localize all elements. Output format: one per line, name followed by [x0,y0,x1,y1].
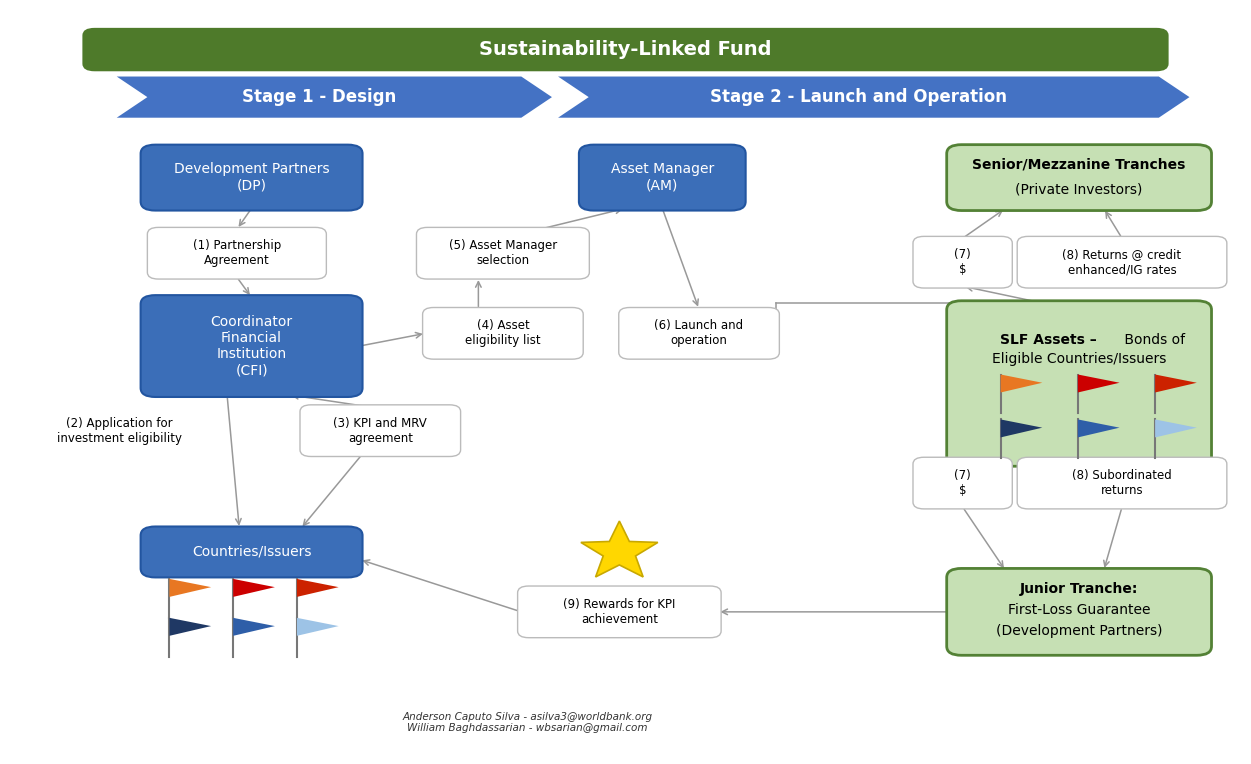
Polygon shape [580,521,658,577]
FancyBboxPatch shape [140,144,363,211]
Text: (1) Partnership
Agreement: (1) Partnership Agreement [193,239,281,267]
FancyBboxPatch shape [518,586,721,638]
Text: Junior Tranche:: Junior Tranche: [1020,582,1138,597]
Text: Stage 1 - Design: Stage 1 - Design [241,88,397,106]
FancyBboxPatch shape [140,526,363,578]
FancyBboxPatch shape [1017,236,1227,288]
Polygon shape [1155,374,1197,393]
Text: Countries/Issuers: Countries/Issuers [191,545,311,559]
Text: Sustainability-Linked Fund: Sustainability-Linked Fund [479,40,772,59]
Text: (4) Asset
eligibility list: (4) Asset eligibility list [465,319,540,348]
Polygon shape [1155,419,1197,438]
Text: (7)
$: (7) $ [955,248,971,277]
Polygon shape [1001,419,1042,438]
Text: Asset Manager
(AM): Asset Manager (AM) [610,163,714,193]
Polygon shape [233,618,275,636]
Text: Senior/Mezzanine Tranches: Senior/Mezzanine Tranches [972,157,1186,171]
FancyBboxPatch shape [1017,457,1227,509]
FancyBboxPatch shape [947,144,1211,211]
Text: Coordinator
Financial
Institution
(CFI): Coordinator Financial Institution (CFI) [210,315,293,377]
Text: (2) Application for
investment eligibility: (2) Application for investment eligibili… [56,416,181,445]
Text: (Private Investors): (Private Investors) [1016,183,1143,196]
Polygon shape [296,579,339,597]
Polygon shape [1078,419,1120,438]
Text: (7)
$: (7) $ [955,469,971,497]
Text: (6) Launch and
operation: (6) Launch and operation [654,319,743,348]
Polygon shape [116,76,552,118]
Text: (3) KPI and MRV
agreement: (3) KPI and MRV agreement [334,416,427,445]
FancyBboxPatch shape [140,295,363,397]
FancyBboxPatch shape [300,405,460,457]
Text: (9) Rewards for KPI
achievement: (9) Rewards for KPI achievement [563,598,676,626]
Text: Stage 2 - Launch and Operation: Stage 2 - Launch and Operation [709,88,1007,106]
Polygon shape [169,579,211,597]
Polygon shape [1001,374,1042,393]
Text: Development Partners
(DP): Development Partners (DP) [174,163,329,193]
Text: Eligible Countries/Issuers: Eligible Countries/Issuers [992,351,1166,366]
FancyBboxPatch shape [947,301,1211,466]
FancyBboxPatch shape [619,307,779,359]
FancyBboxPatch shape [417,228,589,279]
Polygon shape [1078,374,1120,393]
FancyBboxPatch shape [83,28,1168,71]
Text: (8) Subordinated
returns: (8) Subordinated returns [1072,469,1172,497]
Polygon shape [169,618,211,636]
FancyBboxPatch shape [148,228,327,279]
FancyBboxPatch shape [947,568,1211,656]
FancyBboxPatch shape [913,457,1012,509]
Text: Bonds of: Bonds of [1120,333,1185,347]
FancyBboxPatch shape [913,236,1012,288]
Text: SLF Assets –: SLF Assets – [1000,333,1097,347]
FancyBboxPatch shape [579,144,746,211]
Text: Anderson Caputo Silva - asilva3@worldbank.org
William Baghdassarian - wbsarian@g: Anderson Caputo Silva - asilva3@worldban… [403,712,653,733]
Text: First-Loss Guarantee: First-Loss Guarantee [1008,604,1151,617]
Polygon shape [558,76,1190,118]
Text: (Development Partners): (Development Partners) [996,624,1162,639]
Text: (5) Asset Manager
selection: (5) Asset Manager selection [449,239,557,267]
FancyBboxPatch shape [423,307,583,359]
Polygon shape [296,618,339,636]
Polygon shape [233,579,275,597]
Text: (8) Returns @ credit
enhanced/IG rates: (8) Returns @ credit enhanced/IG rates [1062,248,1182,277]
